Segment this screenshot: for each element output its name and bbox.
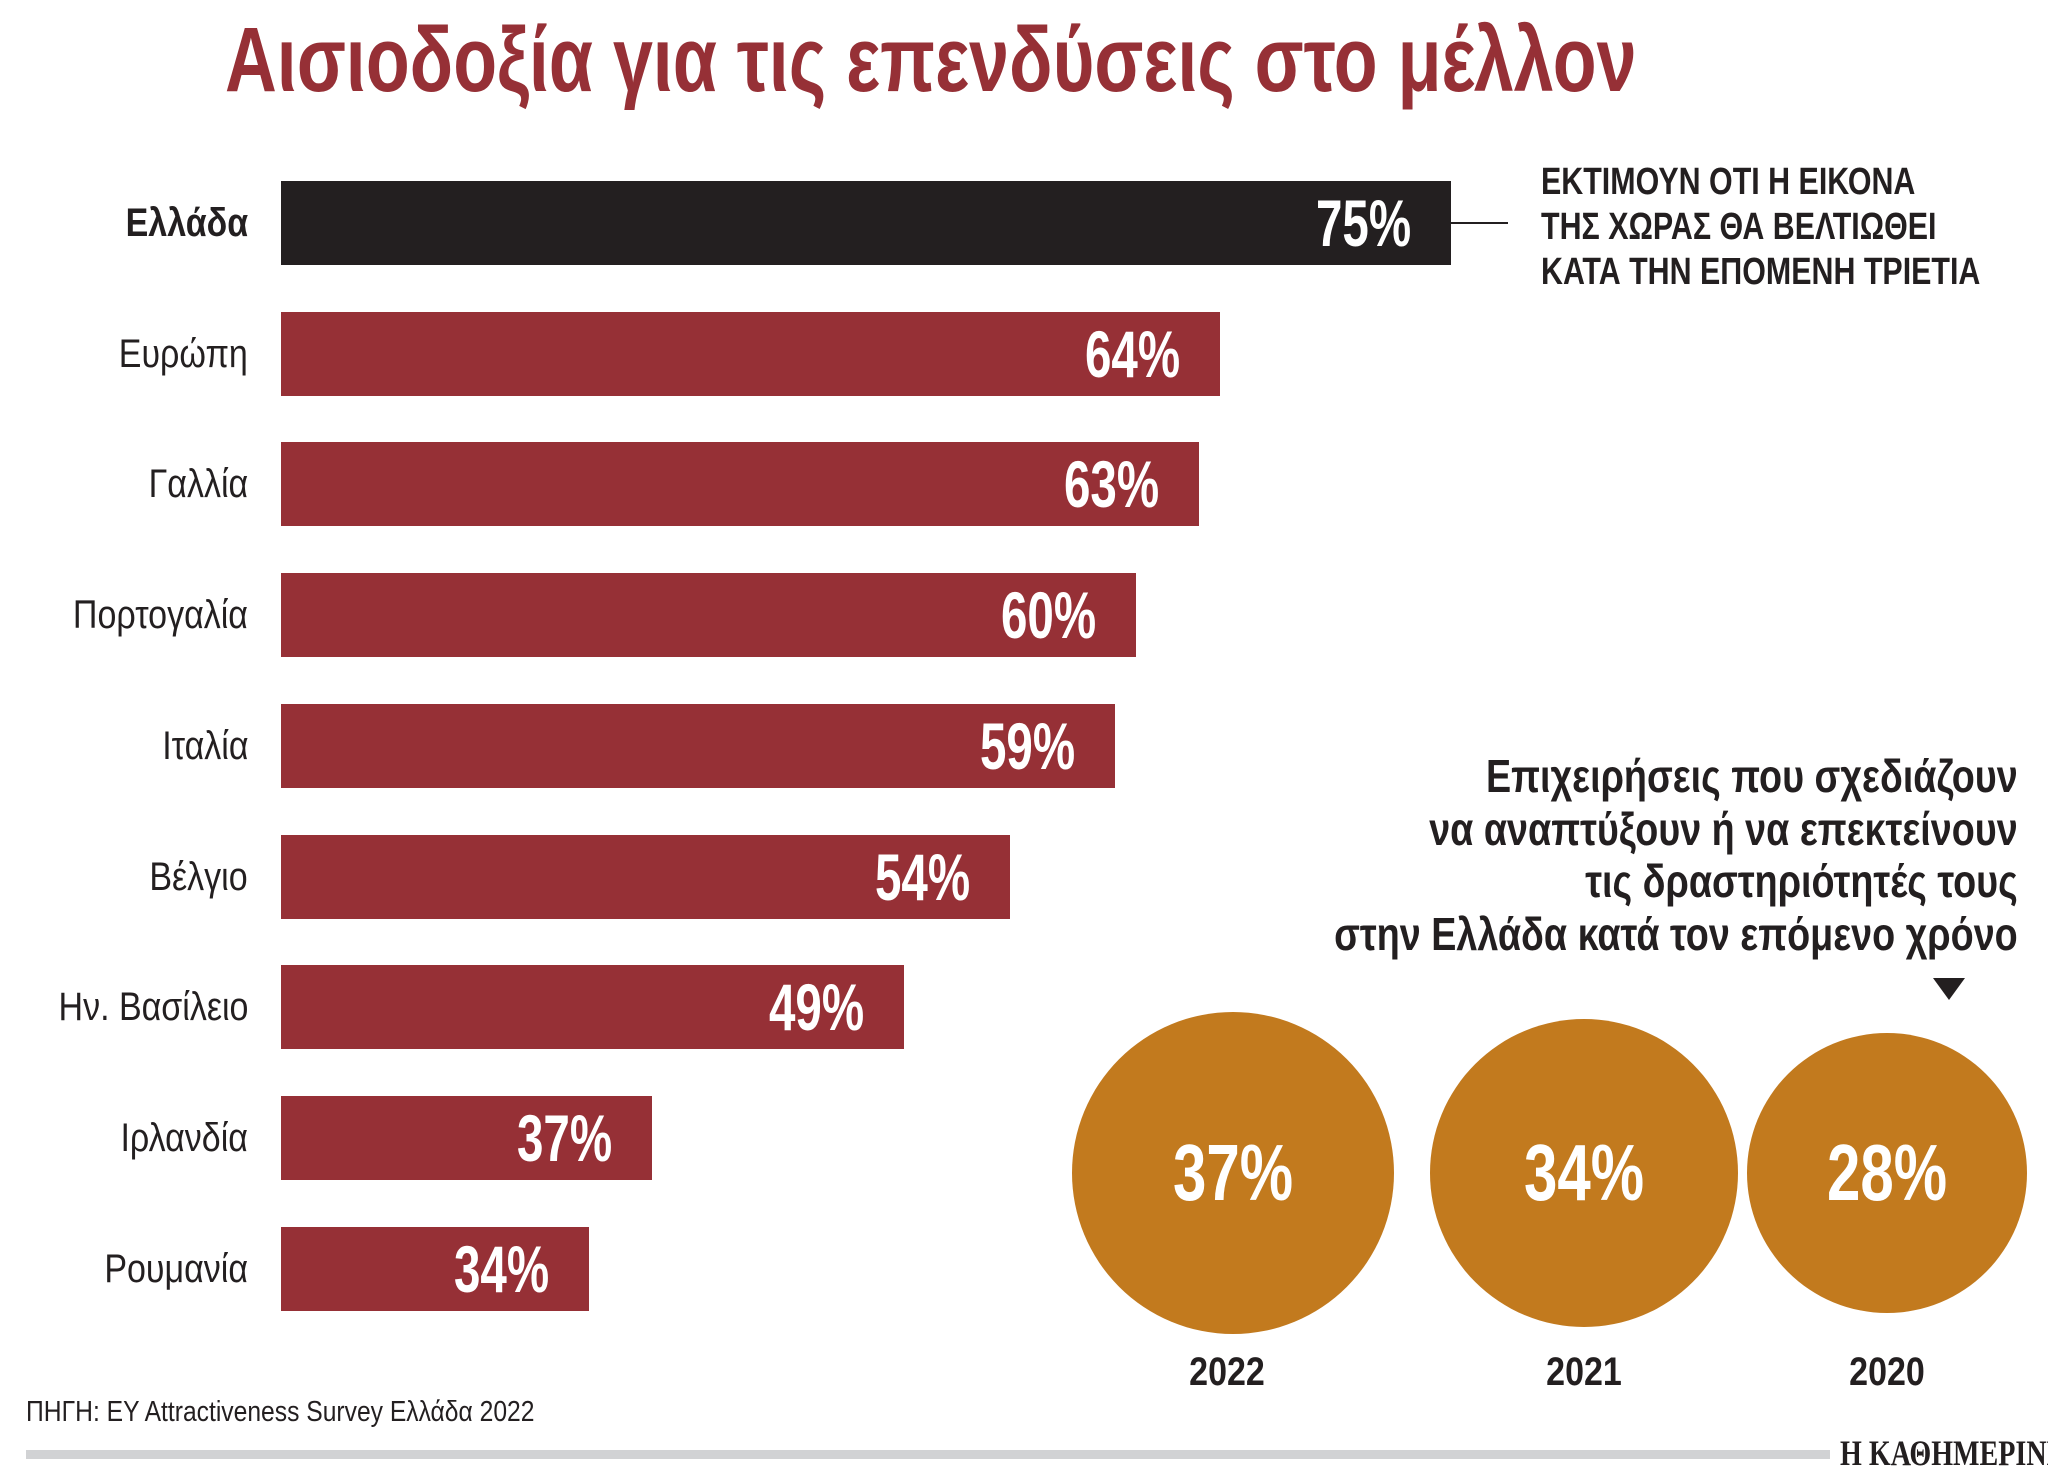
bar-value-label: 37% <box>516 1100 613 1175</box>
bar <box>281 442 1199 527</box>
annotation-leader-line <box>1437 222 1508 224</box>
footer-divider <box>26 1450 1830 1459</box>
bubble-year-label: 2021 <box>1546 1350 1622 1394</box>
category-label: Ρουμανία <box>104 1246 248 1291</box>
category-label: Γαλλία <box>148 462 248 507</box>
source-note: ΠΗΓΗ: EY Attractiveness Survey Ελλάδα 20… <box>26 1396 535 1428</box>
bar <box>281 1095 653 1180</box>
bar <box>281 311 1220 396</box>
bar-value-label: 34% <box>453 1231 549 1306</box>
bubble-value-label: 28% <box>1826 1127 1948 1217</box>
bar <box>281 573 1136 658</box>
publisher-logo: Η ΚΑΘΗΜΕΡΙΝΗ <box>1840 1433 2048 1473</box>
category-label: Πορτογαλία <box>72 593 248 638</box>
bubble-value-label: 34% <box>1523 1127 1645 1217</box>
category-label: Ελλάδα <box>125 201 248 245</box>
bar-value-label: 63% <box>1063 447 1159 522</box>
annotation: ΕΚΤΙΜΟΥΝ ΟΤΙ Η ΕΙΚΟΝΑ ΤΗΣ ΧΩΡΑΣ ΘΑ ΒΕΛΤΙ… <box>1541 160 1980 295</box>
bubble: 28% <box>1746 1032 2028 1314</box>
bubble-title-line: Επιχειρήσεις που σχεδιάζουν <box>1486 750 2018 802</box>
bar <box>281 834 1010 919</box>
category-label: Ευρώπη <box>118 331 248 376</box>
bubble-title-line: τις δραστηριότητές τους <box>1585 855 2018 907</box>
bar-value-label: 54% <box>874 839 970 914</box>
bubble-year-label: 2022 <box>1189 1350 1265 1394</box>
bubble-value-label: 37% <box>1172 1128 1294 1217</box>
annotation-line: ΤΗΣ ΧΩΡΑΣ ΘΑ ΒΕΛΤΙΩΘΕΙ <box>1541 206 1937 248</box>
bar-value-label: 49% <box>769 970 865 1045</box>
chart-title: Αισιοδοξία για τις επενδύσεις στο μέλλον <box>225 9 1637 111</box>
bubble: 34% <box>1429 1018 1739 1328</box>
annotation-line: ΚΑΤΑ ΤΗΝ ΕΠΟΜΕΝΗ ΤΡΙΕΤΙΑ <box>1541 251 1981 293</box>
pointer-triangle-icon <box>1933 978 1965 1000</box>
category-label: Βέλγιο <box>149 854 248 899</box>
bar-value-label: 60% <box>1000 578 1096 653</box>
bar-value-label: 75% <box>1316 186 1412 260</box>
bubble: 37% <box>1072 1012 1394 1334</box>
bar <box>281 1226 589 1311</box>
category-label: Ην. Βασίλειο <box>58 985 248 1030</box>
bubble-year-label: 2020 <box>1849 1350 1925 1394</box>
bar <box>281 703 1115 788</box>
bar-value-label: 64% <box>1084 316 1180 391</box>
bubble-title-line: στην Ελλάδα κατά τον επόμενο χρόνο <box>1334 907 2018 960</box>
bubble-title: Επιχειρήσεις που σχεδιάζουν να αναπτύξου… <box>1334 750 2018 960</box>
annotation-line: ΕΚΤΙΜΟΥΝ ΟΤΙ Η ΕΙΚΟΝΑ <box>1541 161 1916 203</box>
bubble-title-line: να αναπτύξουν ή να επεκτείνουν <box>1429 802 2018 855</box>
bar <box>281 965 905 1050</box>
bar-value-label: 59% <box>979 708 1075 783</box>
bar <box>281 181 1452 265</box>
category-label: Ιταλία <box>161 723 248 768</box>
category-label: Ιρλανδία <box>120 1115 248 1160</box>
